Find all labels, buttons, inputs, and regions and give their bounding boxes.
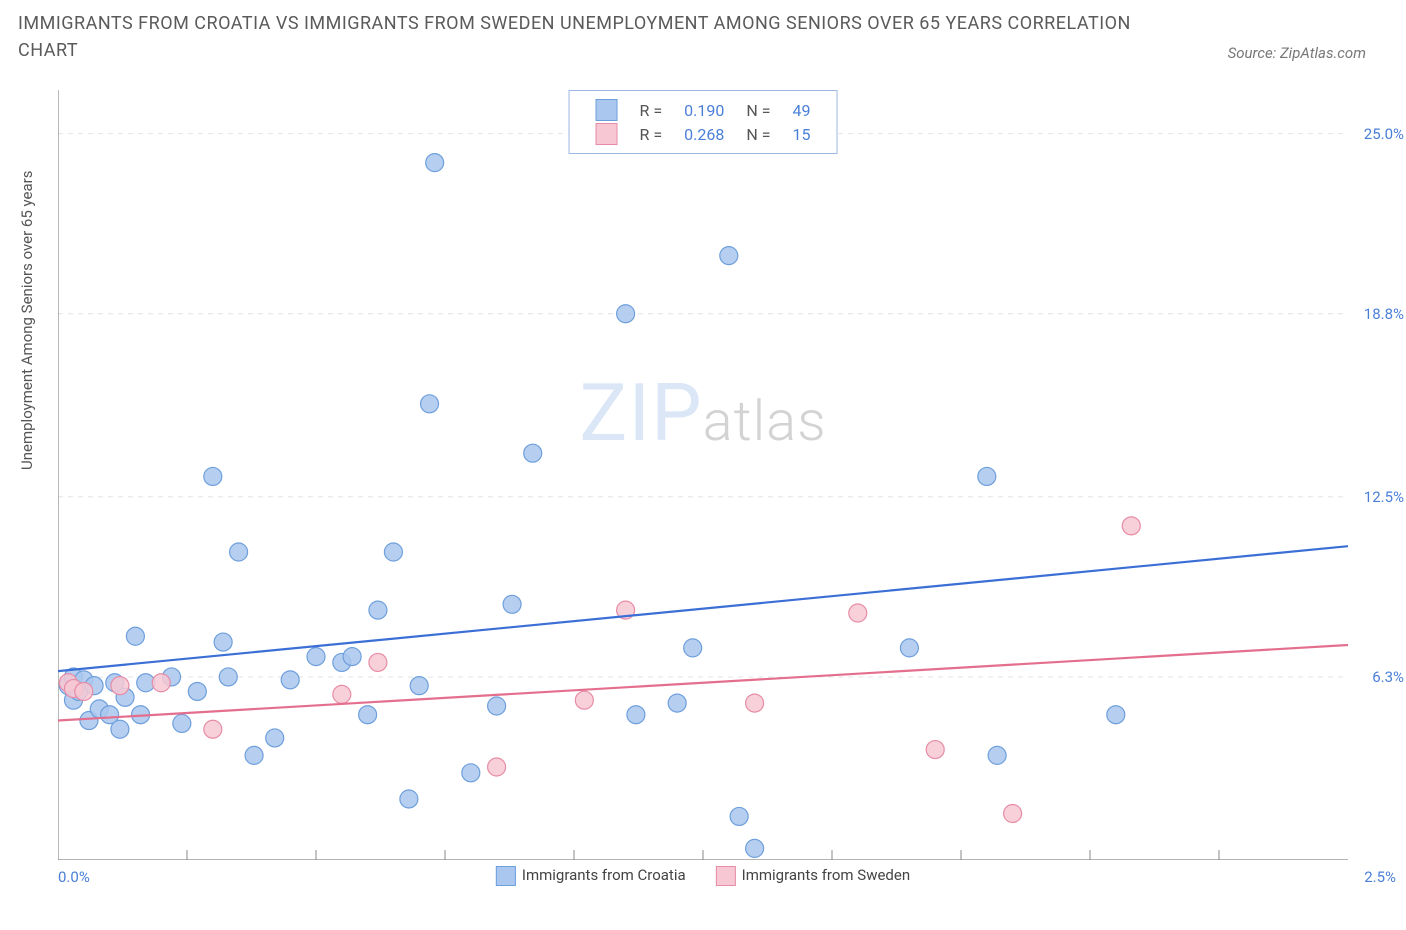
chart-source: Source: ZipAtlas.com	[1228, 44, 1366, 62]
y-tick-label: 25.0%	[1364, 125, 1404, 143]
stats-legend: R =0.190N =49R =0.268N =15	[569, 90, 838, 154]
y-tick-label: 18.8%	[1364, 305, 1404, 323]
plot-svg	[58, 90, 1348, 860]
legend-item: Immigrants from Croatia	[496, 866, 686, 886]
series-legend: Immigrants from Croatia Immigrants from S…	[496, 866, 910, 886]
x-tick-min: 0.0%	[58, 868, 90, 886]
y-tick-label: 6.3%	[1372, 668, 1404, 686]
legend-item: Immigrants from Sweden	[716, 866, 910, 886]
y-tick-label: 12.5%	[1364, 488, 1404, 506]
chart-title: IMMIGRANTS FROM CROATIA VS IMMIGRANTS FR…	[18, 10, 1138, 64]
scatter-plot: ZIPatlas R =0.190N =49R =0.268N =15 6.3%…	[58, 90, 1348, 860]
y-axis-label: Unemployment Among Seniors over 65 years	[18, 171, 36, 470]
x-tick-max: 2.5%	[1364, 868, 1396, 886]
